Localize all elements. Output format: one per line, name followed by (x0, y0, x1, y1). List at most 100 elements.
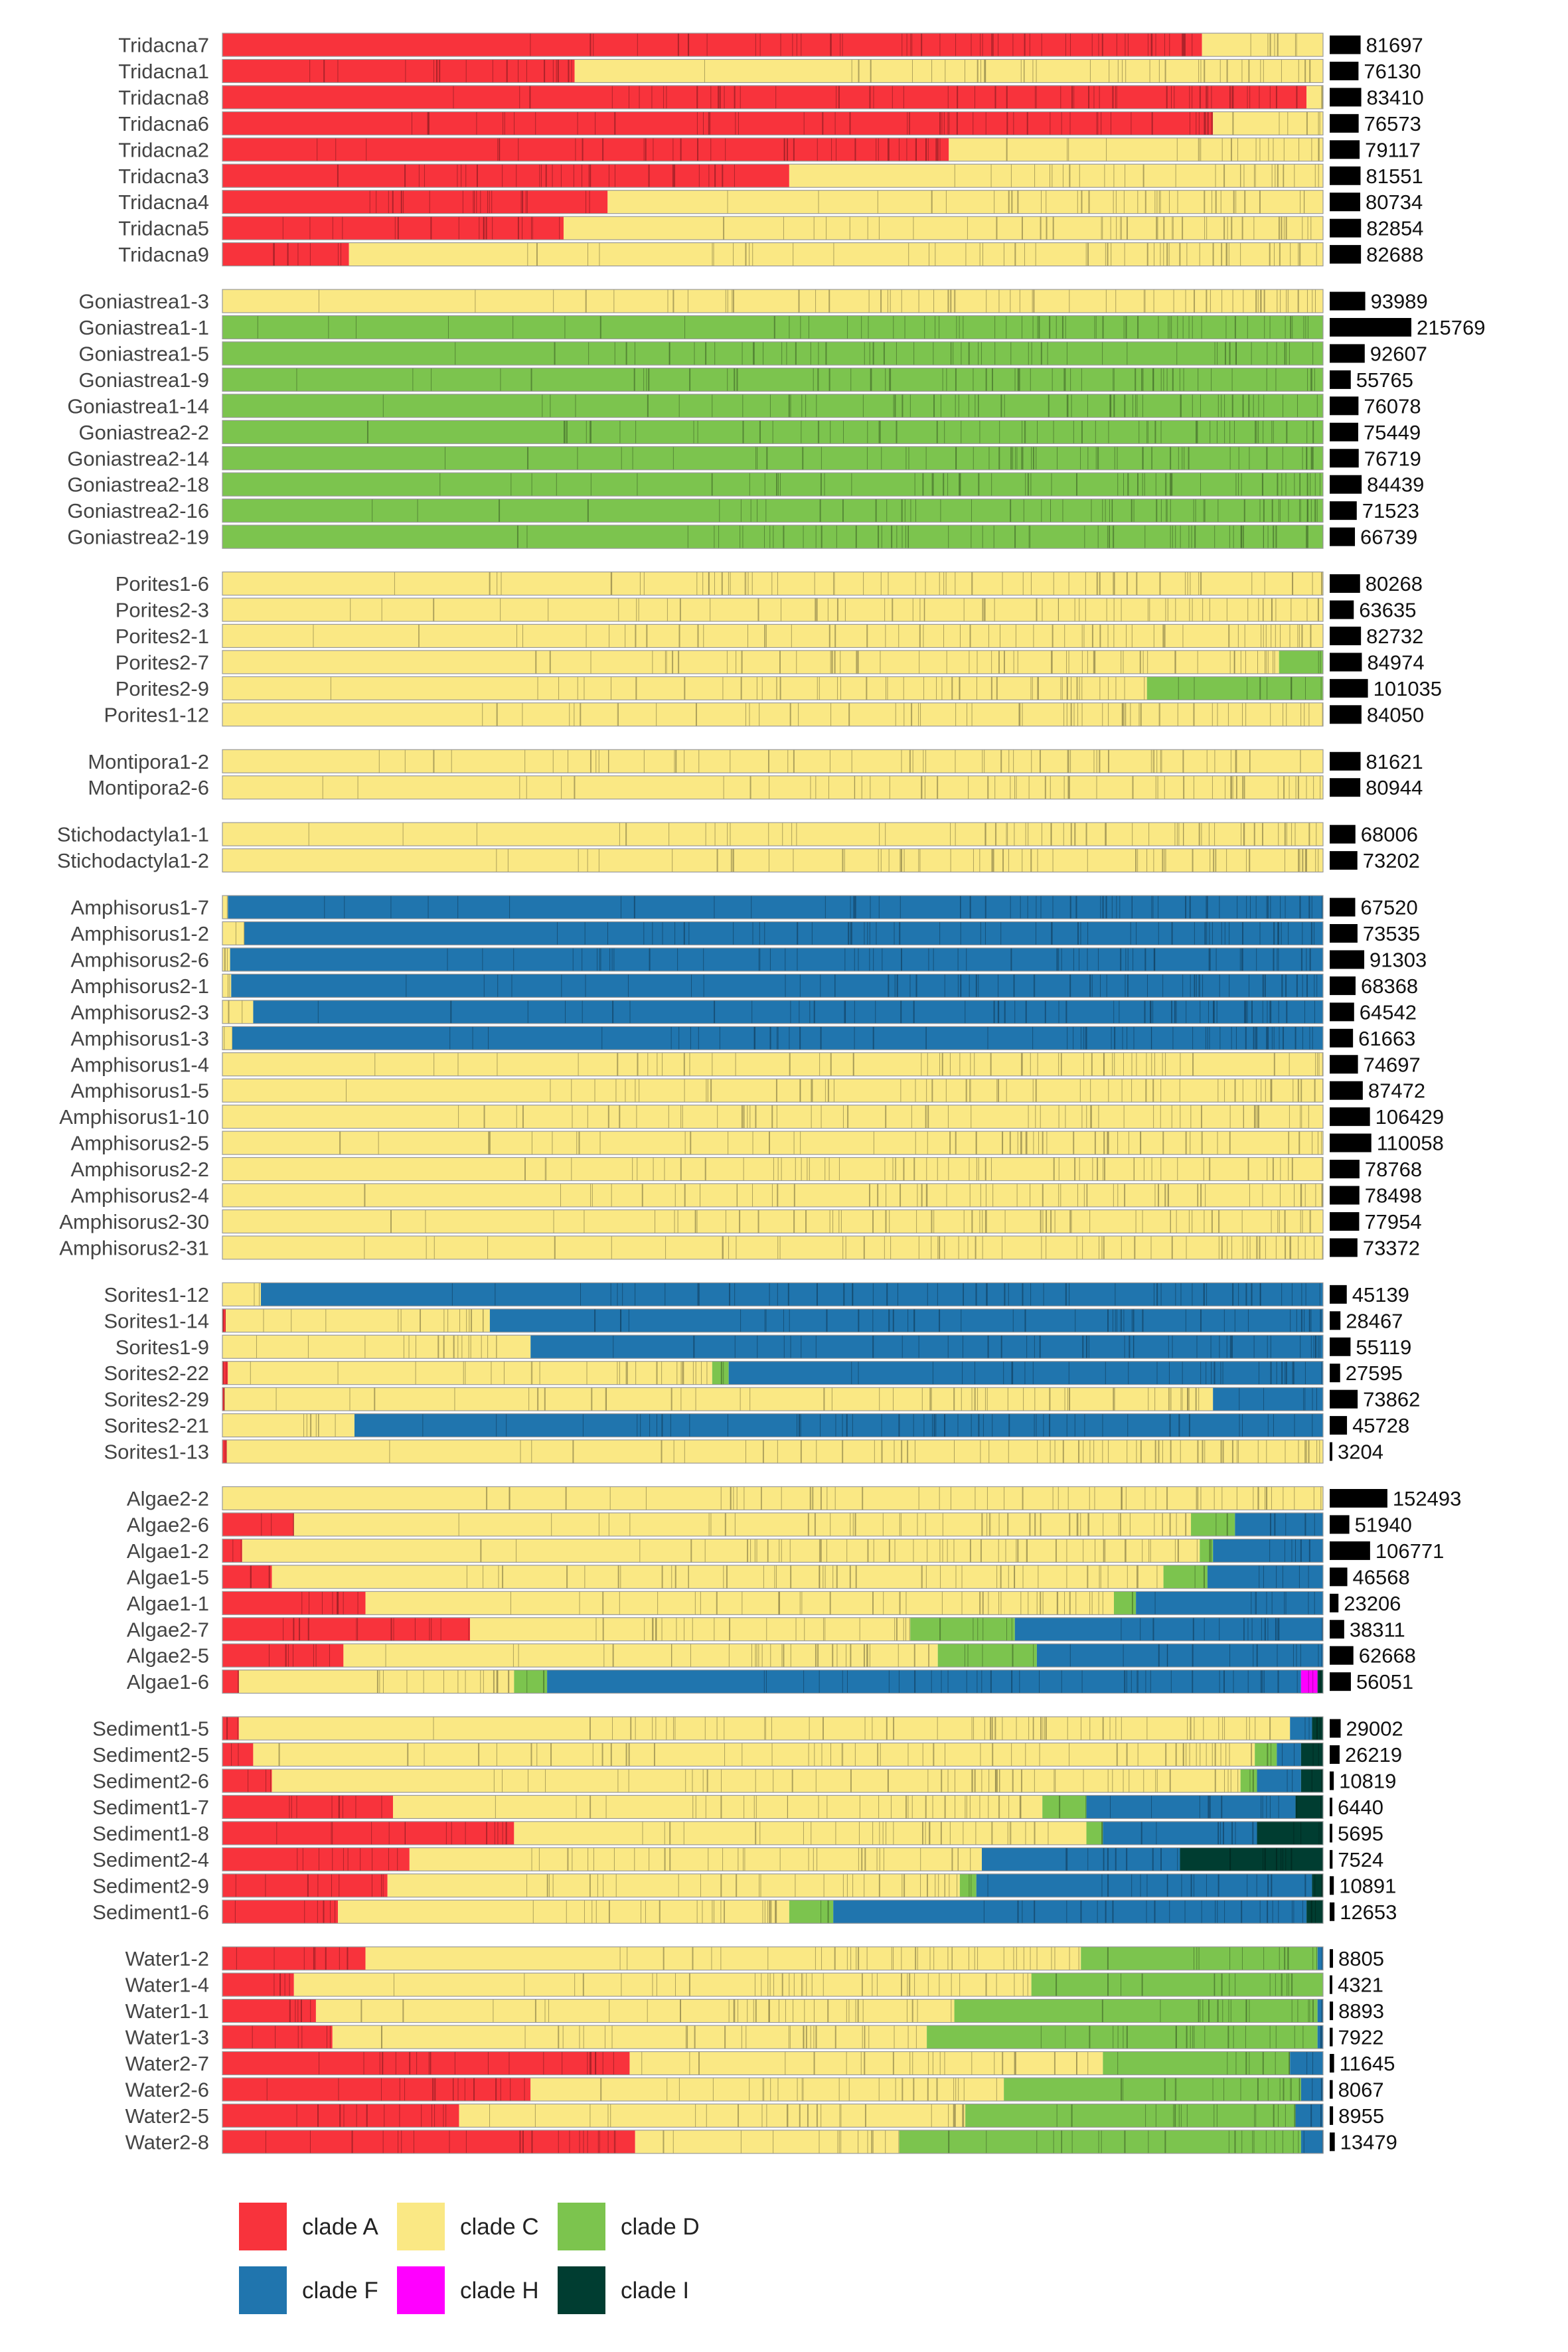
bar-outline-amphisorus1-4 (222, 1052, 1324, 1077)
sample-label-sediment2-6: Sediment2-6 (92, 1770, 209, 1793)
segment-clade-c-water1-1 (315, 1999, 955, 2023)
sample-label-tridacna8: Tridacna8 (118, 86, 209, 109)
segment-clade-a-tridacna7 (222, 33, 1202, 56)
read-count-bar-amphisorus2-4 (1330, 1186, 1360, 1205)
segment-clade-d-algae2-5 (937, 1644, 1037, 1668)
segment-clade-c-tridacna7 (1202, 33, 1323, 56)
segment-clade-f-water1-2 (1317, 1946, 1323, 1970)
bar-outline-amphisorus2-1 (222, 973, 1324, 998)
bar-outline-tridacna5 (222, 216, 1324, 240)
segment-clade-f-water1-1 (1317, 1999, 1323, 2023)
read-count-label-water1-2: 8805 (1338, 1947, 1384, 1970)
read-count-label-goniastrea2-18: 84439 (1367, 473, 1424, 497)
read-count-bar-sediment1-6 (1330, 1902, 1335, 1921)
segment-clade-d-porites2-7 (1279, 650, 1323, 674)
sample-label-goniastrea2-19: Goniastrea2-19 (67, 526, 209, 549)
segment-clade-a-tridacna8 (222, 85, 1307, 109)
sample-label-montipora2-6: Montipora2-6 (88, 776, 209, 799)
bar-outline-sediment1-7 (222, 1794, 1324, 1820)
read-count-label-porites1-12: 84050 (1367, 703, 1424, 726)
read-count-bar-tridacna8 (1330, 88, 1362, 107)
segment-clade-d-goniastrea2-19 (222, 525, 1323, 549)
segment-clade-c-montipora2-6 (222, 775, 1323, 799)
bar-outline-algae2-2 (222, 1486, 1324, 1511)
segment-clade-c-amphisorus2-3 (222, 1000, 254, 1024)
read-count-bar-sorites1-9 (1330, 1337, 1351, 1356)
read-count-bar-sorites2-22 (1330, 1364, 1340, 1383)
read-count-label-amphisorus2-31: 73372 (1363, 1236, 1420, 1259)
legend-label-clade-i: clade I (621, 2278, 689, 2304)
segment-clade-c-sorites1-14 (225, 1308, 490, 1332)
read-count-bar-amphisorus1-3 (1330, 1028, 1354, 1048)
segment-clade-f-sediment2-6 (1257, 1769, 1301, 1792)
bar-outline-goniastrea1-3 (222, 289, 1324, 313)
bar-outline-sediment2-6 (222, 1768, 1324, 1793)
segment-clade-c-sorites2-29 (224, 1387, 1214, 1411)
bar-outline-sediment1-8 (222, 1821, 1324, 1845)
read-count-label-sorites1-9: 55119 (1356, 1336, 1411, 1359)
read-count-bar-algae1-2 (1330, 1541, 1370, 1560)
sample-label-tridacna3: Tridacna3 (118, 165, 209, 188)
segment-clade-a-sediment1-8 (222, 1821, 514, 1845)
bar-outline-water1-1 (222, 1999, 1324, 2023)
segment-clade-c-sediment1-6 (338, 1900, 789, 1924)
read-count-label-porites2-9: 101035 (1373, 677, 1442, 700)
segment-clade-c-water2-6 (530, 2077, 1004, 2101)
bar-outline-amphisorus2-2 (222, 1156, 1324, 1182)
read-count-label-goniastrea1-5: 92607 (1370, 342, 1427, 365)
sample-label-tridacna4: Tridacna4 (118, 191, 209, 214)
read-count-bar-goniastrea1-1 (1330, 318, 1411, 337)
segment-clade-f-sediment2-4 (982, 1847, 1180, 1871)
segment-clade-a-algae2-7 (222, 1617, 471, 1641)
segment-clade-d-sediment2-5 (1255, 1743, 1277, 1766)
read-count-bar-sediment2-9 (1330, 1876, 1334, 1895)
sample-label-goniastrea2-2: Goniastrea2-2 (79, 421, 209, 444)
segment-clade-d-water1-1 (954, 1999, 1318, 2023)
segment-clade-c-sorites1-12 (222, 1283, 262, 1306)
read-count-label-amphisorus1-10: 106429 (1375, 1105, 1444, 1129)
segment-clade-c-sediment1-7 (392, 1795, 1043, 1819)
segment-clade-a-water2-7 (222, 2051, 630, 2075)
segment-clade-f-sorites1-12 (261, 1283, 1323, 1306)
bar-outline-tridacna1 (222, 58, 1324, 84)
sample-label-amphisorus2-31: Amphisorus2-31 (59, 1236, 209, 1259)
read-count-label-porites2-1: 82732 (1366, 625, 1423, 648)
sample-label-tridacna5: Tridacna5 (118, 217, 209, 240)
segment-clade-c-stichodactyla1-1 (222, 823, 1323, 846)
legend-label-clade-d: clade D (621, 2214, 700, 2240)
bar-outline-tridacna4 (222, 190, 1324, 214)
segment-clade-c-algae2-2 (222, 1486, 1323, 1510)
read-count-label-goniastrea1-14: 76078 (1364, 394, 1421, 418)
sample-label-sediment1-8: Sediment1-8 (92, 1822, 209, 1845)
read-count-bar-tridacna4 (1330, 193, 1361, 212)
sample-label-goniastrea1-1: Goniastrea1-1 (79, 316, 209, 339)
read-count-label-amphisorus2-5: 110058 (1377, 1132, 1444, 1155)
segment-clade-d-goniastrea1-14 (222, 394, 1323, 418)
sample-label-sorites2-21: Sorites2-21 (104, 1414, 209, 1437)
read-count-bar-tridacna6 (1330, 114, 1359, 133)
segment-clade-a-sediment2-4 (222, 1847, 410, 1871)
segment-clade-f-algae1-2 (1213, 1539, 1323, 1563)
read-count-label-amphisorus1-5: 87472 (1368, 1079, 1425, 1103)
sample-label-amphisorus2-1: Amphisorus2-1 (71, 975, 209, 998)
segment-clade-c-porites1-6 (222, 572, 1323, 595)
segment-clade-f-sediment2-9 (976, 1873, 1312, 1897)
read-count-label-sorites2-22: 27595 (1346, 1362, 1403, 1385)
sample-label-algae2-2: Algae2-2 (127, 1487, 209, 1510)
sample-label-sediment2-9: Sediment2-9 (92, 1874, 209, 1897)
bar-outline-amphisorus2-4 (222, 1183, 1324, 1208)
segment-clade-c-tridacna2 (949, 137, 1323, 161)
segment-clade-f-sediment1-5 (1290, 1717, 1312, 1741)
bar-outline-stichodactyla1-2 (222, 848, 1324, 873)
read-count-bar-goniastrea2-18 (1330, 475, 1362, 494)
read-count-bar-amphisorus2-6 (1330, 950, 1365, 969)
segment-clade-d-goniastrea2-16 (222, 499, 1323, 522)
read-count-label-sorites1-14: 28467 (1346, 1309, 1403, 1332)
segment-clade-d-sediment2-9 (959, 1873, 977, 1897)
read-count-bar-tridacna9 (1330, 245, 1362, 264)
segment-clade-f-sediment2-5 (1277, 1743, 1301, 1766)
bar-outline-porites2-3 (222, 597, 1324, 622)
segment-clade-c-algae2-6 (293, 1512, 1192, 1536)
